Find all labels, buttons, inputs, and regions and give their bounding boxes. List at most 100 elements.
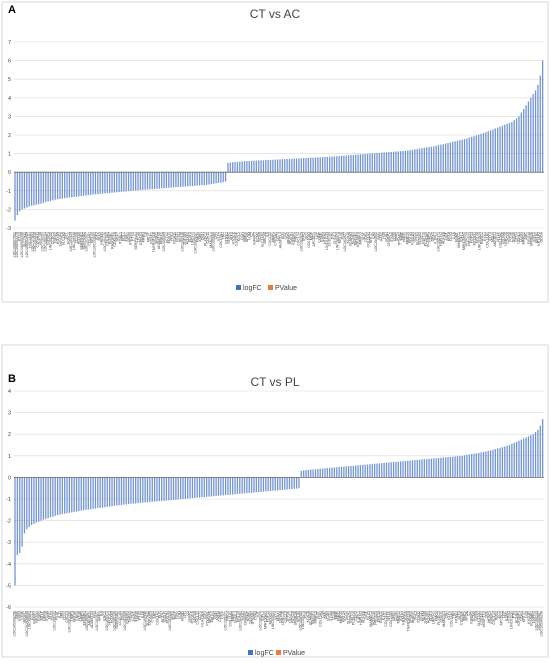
panelb-bar: [239, 477, 241, 494]
panela-bar: [104, 172, 106, 194]
panelb-bar: [258, 477, 260, 493]
panela-bar: [49, 172, 52, 202]
panelb-bar: [165, 477, 168, 501]
panela-bar: [224, 172, 227, 182]
panelb-x-tick-label: ENC1: [103, 611, 107, 621]
panelb-x-tick-label: DKK1: [120, 611, 124, 620]
panelb-bar: [324, 468, 326, 478]
panela-x-tick-label: CD74: [276, 232, 280, 241]
panel-a-legend: logFC PValue: [236, 285, 297, 292]
panelb-x-tick-label: HOXB9: [110, 611, 114, 623]
panelb-x-tick-label: LOC101929: [123, 611, 127, 630]
panelb-bar: [388, 462, 390, 478]
panelb-x-tick-label: APOE: [464, 610, 468, 621]
panela-x-tick-label: SLC2A5: [61, 232, 65, 245]
panelb-bar: [170, 477, 172, 501]
panela-x-tick-label: MMP10: [405, 232, 409, 244]
panela-x-tick-label: LOC100133091: [92, 232, 96, 257]
panelb-x-tick-label: LINC01133: [510, 611, 514, 629]
panelb-x-tick-label: CA9: [321, 611, 325, 618]
panelb-bar: [78, 477, 80, 512]
panela-x-tick-label: HAS2: [379, 232, 383, 241]
panela-y-tick-label: 4: [8, 96, 11, 102]
panelb-x-tick-label: KISS1R: [527, 611, 531, 624]
panela-bar: [307, 157, 310, 173]
panelb-x-tick-label: CFD: [183, 611, 187, 619]
panelb-bar: [366, 464, 369, 478]
panela-x-tick-label: KRT81: [535, 232, 539, 243]
panelb-bar: [376, 463, 378, 478]
panela-x-tick-label: PCDH10: [423, 232, 427, 246]
panel-b-legend-pvalue-label: PValue: [283, 650, 305, 657]
panelb-x-tick-label: ACTA2: [160, 611, 164, 622]
panela-x-tick-label: TNFAIP6: [59, 232, 63, 247]
panela-x-tick-label: ANKRD1: [493, 232, 497, 247]
panela-bar: [435, 145, 437, 173]
panela-bar: [191, 172, 194, 186]
panela-x-tick-label: SCG2: [413, 232, 417, 242]
panelb-x-tick-label: SFRP2: [188, 611, 192, 623]
panelb-bar: [243, 477, 246, 494]
panela-bar: [94, 172, 97, 195]
panelb-x-tick-label: IGFL2: [261, 611, 265, 621]
panela-x-tick-label: CXCL12: [268, 232, 272, 246]
panela-y-tick-label: 6: [8, 59, 11, 65]
panelb-bar: [137, 477, 139, 504]
panelb-bar: [272, 477, 274, 491]
panela-bar: [194, 172, 196, 186]
panela-bar: [492, 129, 494, 173]
panela-bar: [120, 172, 123, 192]
panela-x-tick-label: CD200: [74, 232, 78, 243]
panela-bar: [243, 161, 246, 173]
panelb-x-tick-label: LIMCH1: [432, 611, 436, 624]
panelb-bar: [397, 461, 399, 478]
panela-x-tick-label: SLC7A11: [23, 232, 27, 247]
panela-x-tick-label: KRT34: [90, 232, 94, 243]
panela-bar: [246, 161, 248, 173]
panela-bar: [291, 158, 293, 173]
panela-bar: [506, 123, 508, 173]
panelb-bar: [144, 477, 146, 503]
panelb-x-tick-label: MMP12: [397, 611, 401, 623]
panelb-y-tick-label: 3: [8, 411, 11, 417]
panelb-x-tick-label: KRTAP2: [402, 611, 406, 625]
panela-x-tick-label: SERPINE2: [80, 232, 84, 250]
panela-bar: [350, 155, 352, 173]
panelb-bar: [454, 456, 456, 478]
panela-x-tick-label: DIRAS3: [139, 232, 143, 245]
panela-bar: [452, 141, 454, 173]
panela-x-tick-label: CXCL5: [506, 232, 510, 244]
panelb-x-tick-label: VEGFC: [22, 611, 26, 624]
panela-x-tick-label: KRT8: [447, 232, 451, 241]
panela-bar: [40, 172, 42, 204]
panela-bar: [151, 172, 153, 190]
panela-bar: [347, 155, 350, 173]
panela-bar: [75, 172, 78, 197]
panelb-x-tick-label: ODOA: [404, 610, 408, 621]
panela-x-tick-label: COL15A1: [498, 232, 502, 248]
panelb-x-tick-label: IL11: [57, 611, 61, 618]
panela-x-tick-label: ADAMTS5: [157, 232, 161, 249]
panela-bar: [369, 153, 371, 173]
panela-x-tick-label: CCL2: [237, 232, 241, 241]
panela-bar: [272, 159, 274, 173]
panela-x-tick-label: MME: [400, 231, 404, 240]
panela-x-tick-label: HOXC10: [465, 232, 469, 246]
panelb-bar: [151, 477, 153, 502]
panelb-x-tick-label: ABCA8: [193, 611, 197, 623]
panela-bar: [66, 172, 68, 198]
panela-bar: [139, 172, 142, 191]
panela-x-tick-label: TPSAB1: [398, 232, 402, 246]
panela-bar: [87, 172, 89, 196]
panela-bar: [286, 158, 288, 173]
panelb-x-tick-label: PLXDC2: [437, 611, 441, 625]
panelb-x-tick-label: LOC284581: [238, 611, 242, 630]
panelb-bar: [85, 477, 87, 510]
panelb-bar: [118, 477, 120, 506]
panelb-x-tick-label: LOC105374: [258, 611, 262, 630]
panelb-x-tick-label: BMP4: [462, 611, 466, 621]
panela-bar: [489, 130, 492, 173]
panela-bar: [501, 125, 504, 173]
panela-x-tick-label: DKK1: [431, 232, 435, 241]
